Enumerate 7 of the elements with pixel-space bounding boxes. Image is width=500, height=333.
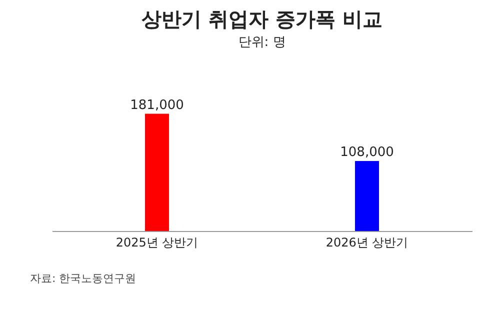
text: 자료: 한국노동연구원	[30, 272, 136, 285]
data-label: 181,000	[130, 98, 184, 113]
x-tick-label: 2025년 상반기	[116, 236, 198, 250]
x-tick-label: 2026년 상반기	[326, 236, 408, 250]
chart-title: 상반기 취업자 증가폭 비교	[142, 7, 382, 31]
data-label: 108,000	[340, 145, 394, 160]
chart-subtitle: 단위: 명	[238, 35, 286, 50]
